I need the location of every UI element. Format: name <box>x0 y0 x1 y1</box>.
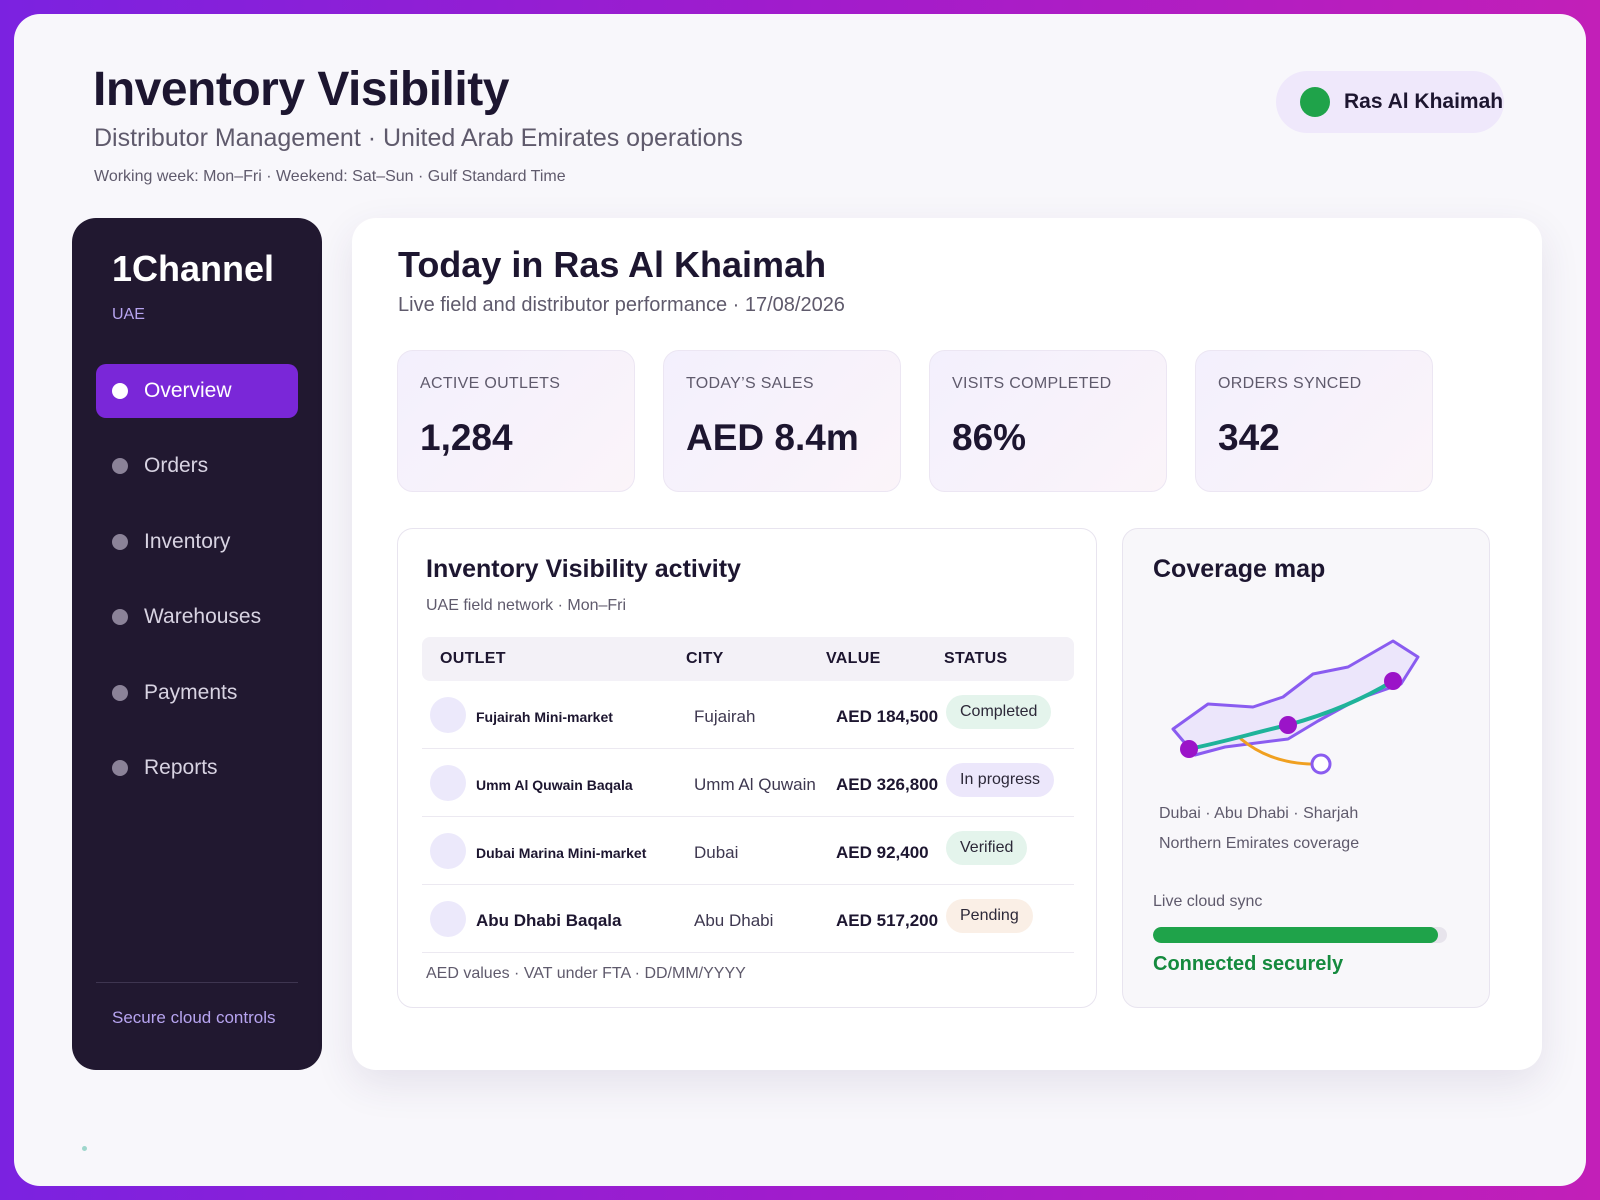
sync-progress-bar <box>1153 927 1447 943</box>
kpi-card-todays-sales: TODAY’S SALES AED 8.4m <box>663 350 901 492</box>
outlet-avatar <box>430 833 466 869</box>
sidebar-item-label: Orders <box>144 454 209 477</box>
outlet-city: Fujairah <box>694 707 756 726</box>
outlet-city: Abu Dhabi <box>694 911 774 930</box>
nav-dot-icon <box>112 458 128 474</box>
region-status-dot-icon <box>1300 87 1330 117</box>
sync-progress-fill <box>1153 927 1439 943</box>
main-title: Today in Ras Al Khaimah <box>398 244 827 285</box>
sidebar-item-label: Reports <box>144 756 218 779</box>
decorative-dot <box>82 1146 87 1151</box>
table-row[interactable]: Umm Al Quwain Baqala Umm Al Quwain AED 3… <box>422 749 1074 817</box>
location-pin-icon[interactable] <box>1384 672 1402 690</box>
location-pin-icon[interactable] <box>1279 716 1297 734</box>
main-panel: Today in Ras Al Khaimah Live field and d… <box>352 218 1542 1070</box>
table-row[interactable]: Dubai Marina Mini-market Dubai AED 92,40… <box>422 817 1074 885</box>
sidebar-divider <box>96 982 298 983</box>
region-selector[interactable]: Ras Al Khaimah <box>1276 71 1504 133</box>
nav-dot-icon <box>112 609 128 625</box>
table-row[interactable]: Fujairah Mini-market Fujairah AED 184,50… <box>422 681 1074 749</box>
table-row[interactable]: Abu Dhabi Baqala Abu Dhabi AED 517,200 P… <box>422 885 1074 953</box>
outlet-value: AED 517,200 <box>836 911 939 930</box>
coverage-cities: Dubai · Abu Dhabi · Sharjah <box>1159 805 1359 822</box>
kpi-card-orders-synced: ORDERS SYNCED 342 <box>1195 350 1433 492</box>
sidebar-item-inventory[interactable]: Inventory <box>96 515 298 569</box>
region-label: Ras Al Khaimah <box>1344 90 1504 113</box>
activity-subtitle: UAE field network · Mon–Fri <box>426 597 627 614</box>
kpi-card-active-outlets: ACTIVE OUTLETS 1,284 <box>397 350 635 492</box>
status-badge: Verified <box>946 831 1028 865</box>
working-week-note: Working week: Mon–Fri · Weekend: Sat–Sun… <box>94 168 566 185</box>
outlet-city: Umm Al Quwain <box>694 775 816 794</box>
nav-dot-icon <box>112 383 128 399</box>
outlet-avatar <box>430 901 466 937</box>
page-title: Inventory Visibility <box>93 63 509 116</box>
sidebar-item-reports[interactable]: Reports <box>96 741 298 795</box>
outlet-name: Fujairah Mini-market <box>476 709 613 725</box>
kpi-label: ACTIVE OUTLETS <box>420 375 561 392</box>
sidebar-item-orders[interactable]: Orders <box>96 439 298 493</box>
kpi-card-visits-completed: VISITS COMPLETED 86% <box>929 350 1167 492</box>
outlet-value: AED 92,400 <box>836 843 929 862</box>
column-header-status[interactable]: STATUS <box>944 650 1008 667</box>
open-location-pin-icon[interactable] <box>1310 753 1332 775</box>
column-header-outlet[interactable]: OUTLET <box>440 650 506 667</box>
outlet-name: Umm Al Quwain Baqala <box>476 777 633 793</box>
activity-footnote: AED values · VAT under FTA · DD/MM/YYYY <box>426 965 746 982</box>
status-badge: In progress <box>946 763 1055 797</box>
coverage-map-card: Coverage map Dubai · Abu Dhabi · Sharjah… <box>1122 528 1490 1008</box>
outlet-value: AED 326,800 <box>836 775 939 794</box>
status-badge: Pending <box>946 899 1033 933</box>
emirates-outline-shape <box>1171 639 1420 757</box>
brand-logo: 1Channel <box>112 248 275 289</box>
column-header-value[interactable]: VALUE <box>826 650 881 667</box>
activity-title: Inventory Visibility activity <box>426 555 741 583</box>
main-subtitle: Live field and distributor performance ·… <box>398 294 845 316</box>
page-subtitle: Distributor Management · United Arab Emi… <box>94 124 743 152</box>
sidebar-item-overview[interactable]: Overview <box>96 364 298 418</box>
activity-table-card: Inventory Visibility activity UAE field … <box>397 528 1097 1008</box>
kpi-value: 1,284 <box>420 417 513 458</box>
kpi-value: 342 <box>1218 417 1280 458</box>
column-header-city[interactable]: CITY <box>686 650 724 667</box>
sync-status: Connected securely <box>1153 953 1344 975</box>
outlet-avatar <box>430 765 466 801</box>
sidebar-item-label: Payments <box>144 681 238 704</box>
coverage-region: Northern Emirates coverage <box>1159 835 1360 852</box>
outlet-name: Abu Dhabi Baqala <box>476 911 622 930</box>
sync-label: Live cloud sync <box>1153 893 1263 910</box>
outlet-avatar <box>430 697 466 733</box>
sidebar-item-warehouses[interactable]: Warehouses <box>96 590 298 644</box>
nav-dot-icon <box>112 685 128 701</box>
kpi-value: 86% <box>952 417 1027 458</box>
sidebar-item-label: Overview <box>144 379 232 402</box>
nav-dot-icon <box>112 534 128 550</box>
outlet-value: AED 184,500 <box>836 707 939 726</box>
brand-region: UAE <box>112 306 145 323</box>
kpi-value: AED 8.4m <box>686 417 859 458</box>
kpi-label: VISITS COMPLETED <box>952 375 1112 392</box>
nav-dot-icon <box>112 760 128 776</box>
outlet-city: Dubai <box>694 843 739 862</box>
secure-cloud-controls-link[interactable]: Secure cloud controls <box>112 1008 276 1027</box>
outlet-name: Dubai Marina Mini-market <box>476 845 647 861</box>
kpi-label: ORDERS SYNCED <box>1218 375 1362 392</box>
sidebar-item-payments[interactable]: Payments <box>96 666 298 720</box>
coverage-title: Coverage map <box>1153 555 1326 583</box>
sidebar-item-label: Inventory <box>144 530 231 553</box>
sidebar: 1Channel UAE Overview Orders Inventory W… <box>72 218 322 1070</box>
kpi-label: TODAY’S SALES <box>686 375 814 392</box>
app-frame: Inventory Visibility Distributor Managem… <box>14 14 1586 1186</box>
status-badge: Completed <box>946 695 1052 729</box>
sidebar-item-label: Warehouses <box>144 605 262 628</box>
location-pin-icon[interactable] <box>1180 740 1198 758</box>
coverage-map[interactable] <box>1153 629 1423 779</box>
table-header: OUTLET CITY VALUE STATUS <box>422 637 1074 681</box>
